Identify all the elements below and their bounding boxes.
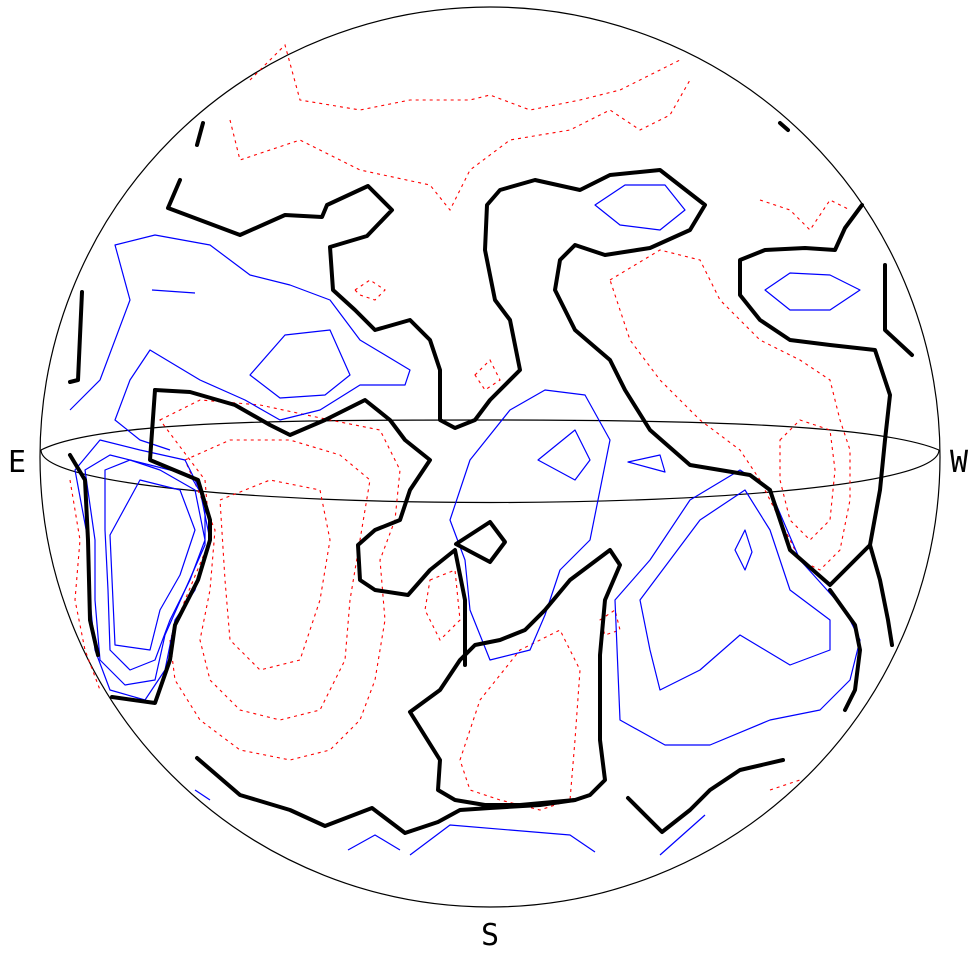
neg-contour-south-1 — [459, 629, 581, 811]
pos-contour-west-large — [614, 469, 861, 746]
hemisphere-outline — [39, 6, 941, 908]
neg-contour-west-2 — [779, 419, 836, 541]
east-label: E — [8, 445, 26, 480]
neg-contour-east-large-3 — [219, 479, 331, 671]
zero-contour-south-west — [626, 758, 785, 834]
neg-contour-small-1 — [354, 279, 386, 301]
zero-contour-north-tick — [195, 121, 205, 147]
zero-contour-center-small — [454, 520, 507, 564]
positive-contours — [69, 184, 861, 856]
zero-contour-west-south-2 — [868, 543, 894, 647]
pos-contour-west-inner — [734, 529, 753, 571]
neg-contour-top-outer — [249, 43, 681, 111]
neg-contour-east-large-2 — [184, 439, 371, 721]
neg-contour-east-edge — [69, 479, 101, 691]
zero-contour-north — [166, 168, 892, 587]
pos-contour-south-2 — [409, 824, 596, 856]
zero-contour-east-edge — [68, 453, 100, 657]
pos-contour-east-band-2 — [84, 454, 206, 686]
zero-contour-east-north — [68, 290, 84, 384]
pos-contour-northeast — [594, 184, 686, 231]
neg-contour-center-south — [424, 569, 461, 641]
pos-contour-northwest — [764, 272, 861, 311]
zero-contour-east-middle — [110, 388, 212, 705]
pos-contour-south-1 — [347, 834, 401, 851]
south-label: S — [481, 918, 499, 953]
zero-contour-south-loop — [408, 548, 622, 807]
zero-contour-south-main — [195, 756, 577, 835]
pos-contour-southeast — [194, 789, 211, 801]
zero-contour-northwest-tick — [778, 121, 790, 132]
west-label: W — [950, 445, 969, 480]
pos-contour-east-outer — [69, 234, 411, 451]
zero-contour-center-loop — [153, 388, 467, 667]
pos-contour-east-oval — [249, 329, 351, 399]
pos-contour-southwest — [659, 814, 706, 856]
neg-contour-west-1 — [609, 249, 851, 571]
pos-contour-center-inner — [537, 429, 591, 481]
neg-contour-west-top — [759, 199, 851, 231]
zero-contour-west-south-1 — [828, 588, 862, 712]
pos-contour-west-mid — [639, 489, 831, 691]
horizon-back-arc — [40, 419, 940, 451]
zero-contour-northwest-edge — [883, 263, 914, 357]
neg-contour-small-2 — [474, 359, 501, 391]
pos-contour-east-band-4 — [109, 479, 196, 651]
pos-contour-center-small — [627, 454, 666, 473]
pos-contour-center-north — [449, 389, 611, 661]
negative-contours — [69, 43, 851, 811]
zero-contours — [68, 121, 914, 835]
pos-contour-east-line — [151, 289, 196, 294]
horizon-front-arc — [40, 449, 940, 504]
neg-contour-southwest — [769, 779, 801, 791]
pos-contour-east-band-3 — [104, 459, 206, 671]
neg-contour-top — [229, 79, 691, 212]
